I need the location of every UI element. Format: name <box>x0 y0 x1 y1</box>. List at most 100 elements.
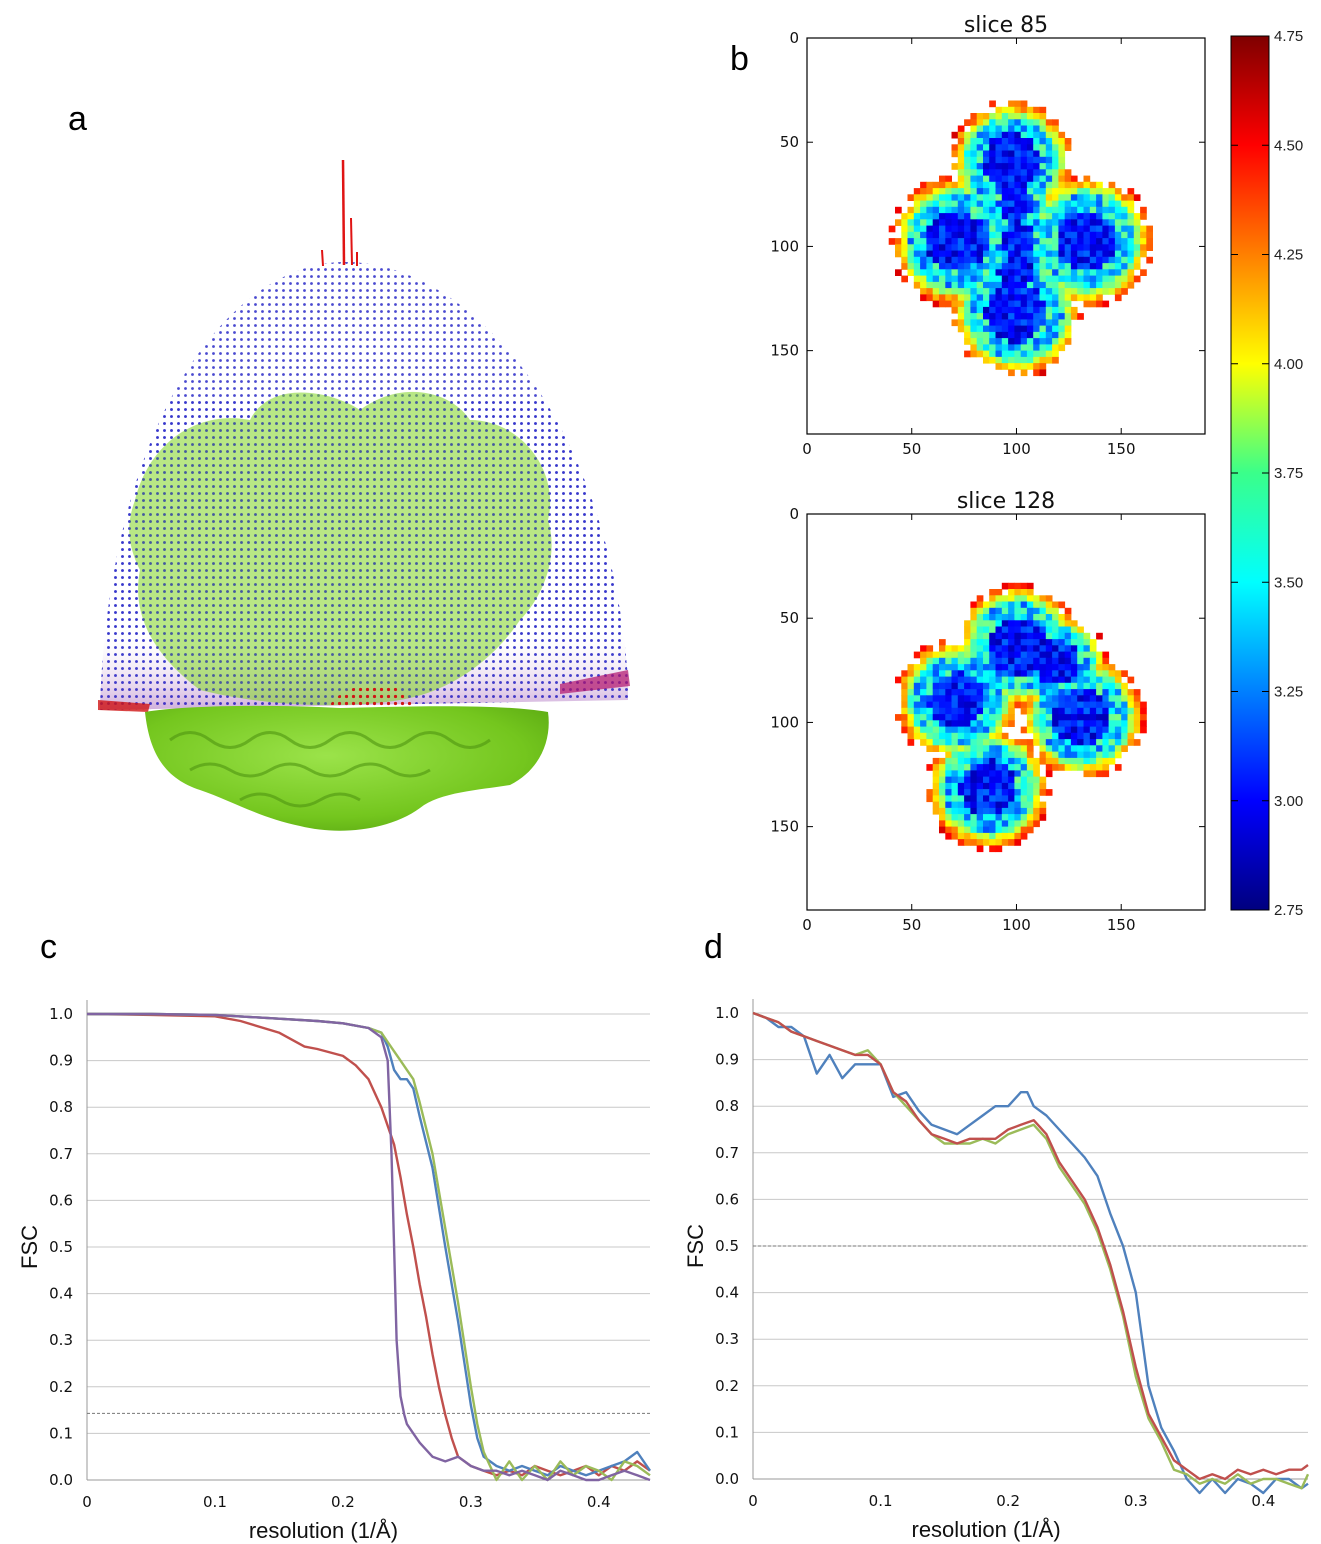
heatmap-cell <box>1026 757 1034 765</box>
heatmap-cell <box>1008 620 1015 627</box>
heatmap-cell <box>989 757 996 765</box>
heatmap-cell <box>1121 689 1128 696</box>
heatmap-cell <box>951 194 959 201</box>
heatmap-cell <box>995 181 1003 189</box>
heatmap-cell <box>1033 144 1040 151</box>
heatmap-cell <box>957 200 965 208</box>
heatmap-cell <box>939 288 946 295</box>
heatmap-cell <box>1096 651 1103 659</box>
heatmap-cell <box>932 200 940 208</box>
heatmap-cell <box>976 331 984 339</box>
heatmap-cell <box>1133 714 1141 721</box>
heatmap-cell <box>932 776 940 784</box>
heatmap-cell <box>983 839 990 846</box>
x-tick-label: 100 <box>1002 440 1031 458</box>
heatmap-cell <box>1001 219 1009 226</box>
heatmap-cell <box>970 651 978 659</box>
heatmap-cell <box>995 338 1003 345</box>
heatmap-cell <box>970 131 978 139</box>
plot-frame <box>806 37 1206 435</box>
heatmap-cell <box>1052 670 1059 677</box>
heatmap-cell <box>1033 138 1040 145</box>
heatmap-cell <box>1001 288 1009 295</box>
heatmap-cell <box>1121 244 1128 251</box>
heatmap-cell <box>1077 645 1084 652</box>
heatmap-cell <box>932 801 940 809</box>
heatmap-cell <box>913 206 921 214</box>
heatmap-cell <box>976 639 984 646</box>
fsc-series-0 <box>86 1012 651 1477</box>
heatmap-cell <box>1008 325 1015 333</box>
heatmap-cell <box>1039 294 1047 302</box>
heatmap-cell <box>1127 739 1135 746</box>
heatmap-cell <box>1121 250 1128 258</box>
heatmap-cell <box>957 150 965 158</box>
heatmap-cell <box>964 676 971 684</box>
heatmap-cell <box>1008 206 1015 214</box>
heatmap-cell <box>1096 676 1103 684</box>
heatmap-cell <box>995 807 1003 815</box>
heatmap-cell <box>926 294 934 302</box>
heatmap-cell <box>976 238 984 245</box>
heatmap-cell <box>1058 695 1066 702</box>
heatmap-cell <box>1045 651 1053 659</box>
heatmap-cell <box>1020 664 1028 671</box>
heatmap-cell <box>970 639 978 646</box>
heatmap-cell <box>939 820 946 828</box>
heatmap-cell <box>901 275 908 283</box>
heatmap-cell <box>1014 263 1022 270</box>
heatmap-cell <box>1052 732 1059 740</box>
heatmap-cell <box>970 150 978 158</box>
heatmap-cell <box>964 664 971 671</box>
heatmap-cell <box>1058 300 1066 308</box>
heatmap-cell <box>983 294 990 302</box>
heatmap-cell <box>920 739 927 746</box>
heatmap-cell <box>995 206 1003 214</box>
heatmap-cell <box>1008 231 1015 239</box>
heatmap-cell <box>970 814 978 821</box>
heatmap-cell <box>1008 338 1015 345</box>
heatmap-cell <box>1026 682 1034 690</box>
heatmap-cell <box>1070 682 1078 690</box>
heatmap-cell <box>989 701 996 709</box>
heatmap-cell <box>1001 714 1009 721</box>
heatmap-cell <box>1070 751 1078 759</box>
heatmap-cell <box>989 620 996 627</box>
heatmap-cell <box>957 714 965 721</box>
heatmap-cell <box>976 807 984 815</box>
heatmap-cell <box>1052 707 1059 715</box>
heatmap-cell <box>1114 238 1122 245</box>
heatmap-cell <box>1089 250 1097 258</box>
heatmap-cell <box>964 726 971 734</box>
heatmap-cell <box>1070 200 1078 208</box>
heatmap-cell <box>1064 707 1072 715</box>
heatmap-cell <box>1133 707 1141 715</box>
heatmap-cell <box>970 275 978 283</box>
heatmap-cell <box>989 820 996 828</box>
heatmap-cell <box>989 113 996 120</box>
heatmap-cell <box>976 250 984 258</box>
heatmap-cell <box>970 739 978 746</box>
heatmap-cell <box>976 344 984 352</box>
heatmap-cell <box>1083 676 1091 684</box>
fsc-series-1 <box>87 1012 651 1477</box>
heatmap-cell <box>957 281 965 289</box>
heatmap-cell <box>1014 695 1022 702</box>
heatmap-cell <box>995 745 1003 752</box>
heatmap-cell <box>1001 106 1009 114</box>
heatmap-cell <box>1052 695 1059 702</box>
heatmap-cell <box>970 820 978 828</box>
heatmap-cell <box>1014 595 1022 602</box>
heatmap-cell <box>983 720 990 727</box>
heatmap-cell <box>920 714 927 721</box>
heatmap-cell <box>932 181 940 189</box>
heatmap-cell <box>1083 219 1091 226</box>
heatmap-cell <box>1033 300 1040 308</box>
heatmap-cell <box>1033 263 1040 270</box>
heatmap-cell <box>976 795 984 803</box>
heatmap-cell <box>1001 156 1009 164</box>
heatmap-cell <box>1020 801 1028 809</box>
heatmap-cell <box>1070 720 1078 727</box>
heatmap-cell <box>976 119 984 126</box>
heatmap-cell <box>939 670 946 677</box>
